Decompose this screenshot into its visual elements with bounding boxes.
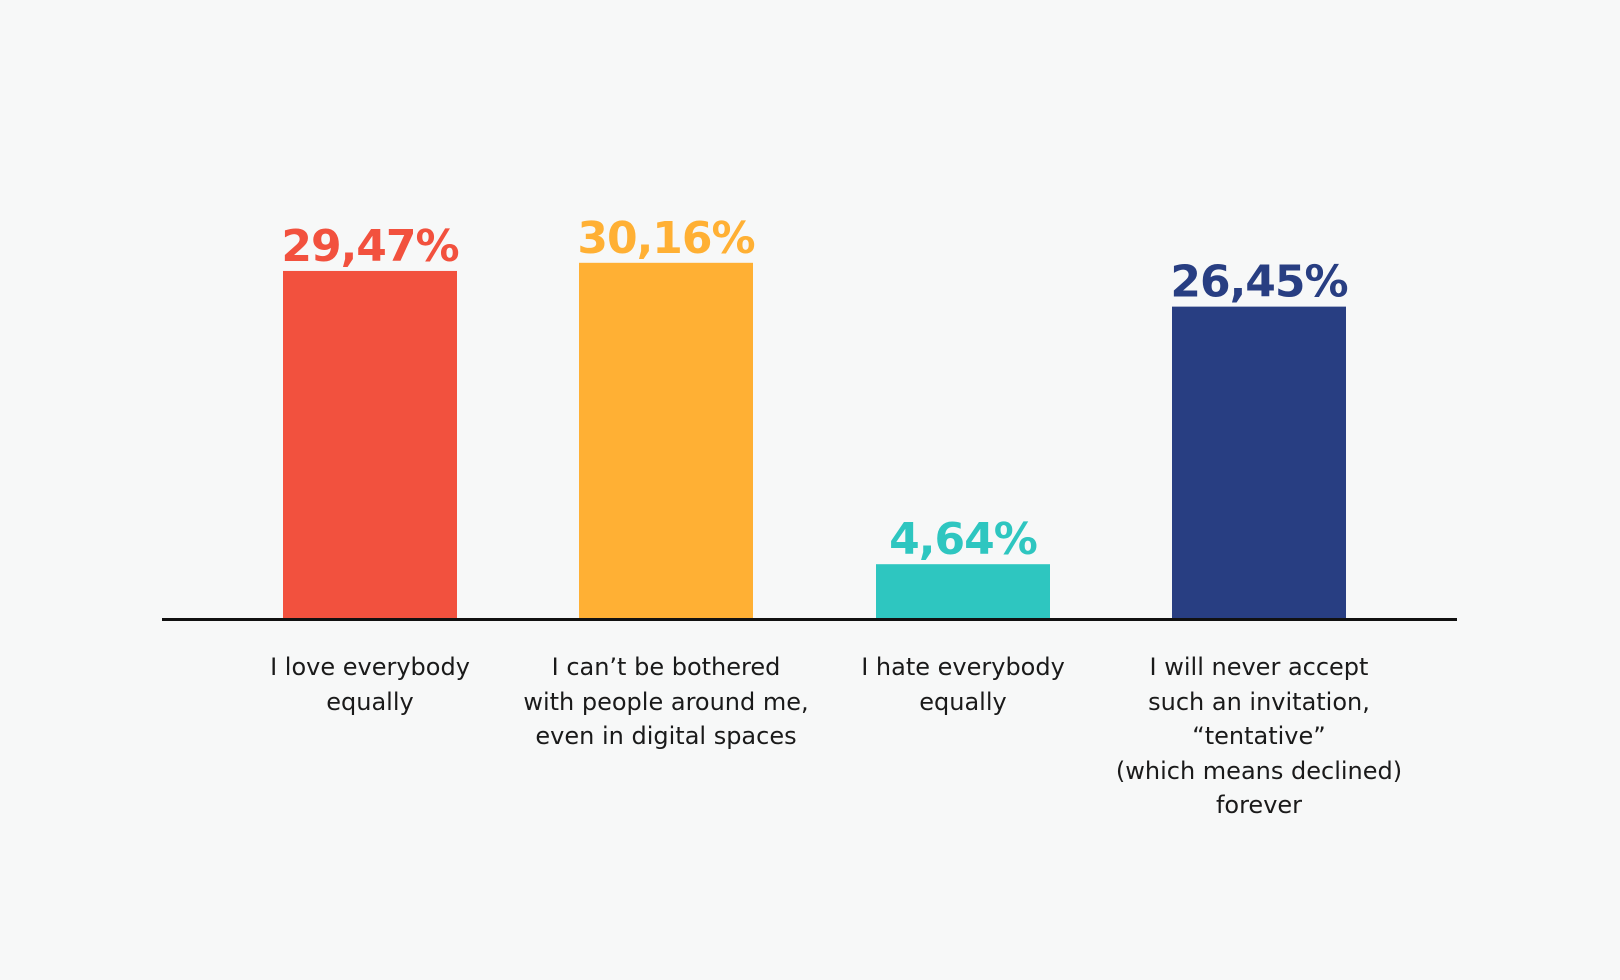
bar-hate-everybody: [876, 564, 1050, 619]
value-label-never-accept: 26,45%: [1170, 257, 1347, 308]
category-label-never-accept: I will never accept such an invitation, …: [1115, 653, 1403, 819]
value-labels-layer: 29,47% 30,16% 4,64% 26,45%: [281, 213, 1348, 565]
value-label-hate-everybody: 4,64%: [889, 514, 1037, 565]
bar-cant-be-bothered: [579, 262, 753, 619]
value-label-cant-be-bothered: 30,16%: [577, 213, 754, 264]
category-label-hate-everybody: I hate everybody equally: [861, 653, 1065, 716]
bar-never-accept: [1172, 306, 1346, 619]
value-label-love-everybody: 29,47%: [281, 221, 458, 272]
bar-love-everybody: [283, 270, 457, 619]
category-label-love-everybody: I love everybody equally: [270, 653, 470, 716]
bars-layer: [283, 262, 1346, 619]
category-label-cant-be-bothered: I can’t be bothered with people around m…: [523, 653, 809, 750]
